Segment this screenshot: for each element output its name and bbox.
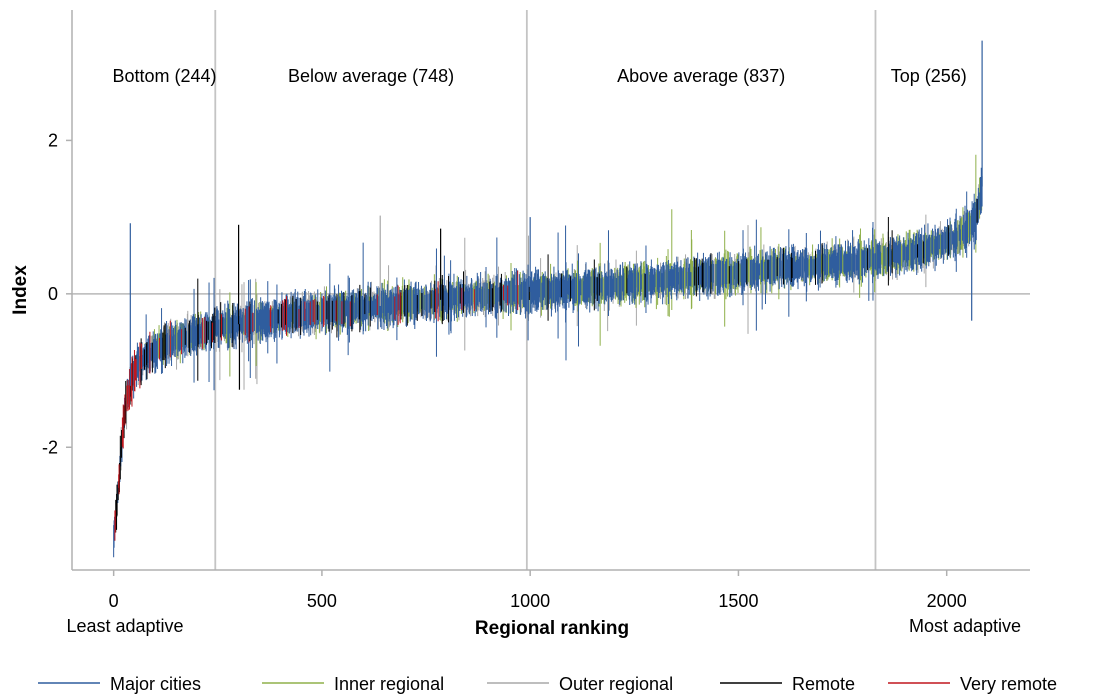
y-tick-label: 2 [48,130,58,150]
most-adaptive-label: Most adaptive [909,616,1021,636]
y-tick-label: -2 [42,437,58,457]
legend-label: Very remote [960,674,1057,694]
least-adaptive-label: Least adaptive [66,616,183,636]
series-very-remote [114,270,519,541]
legend: Major cities Inner regional Outer regional… [38,674,1057,694]
legend-label: Outer regional [559,674,673,694]
legend-label: Major cities [110,674,201,694]
series-major-cities [113,167,983,558]
axes [71,10,1030,571]
tick-labels: 0 500 1000 1500 2000 -2 0 2 [42,130,967,611]
region-label-1: Below average (748) [288,66,454,86]
region-label-3: Top (256) [891,66,967,86]
x-axis-title: Regional ranking [475,618,629,639]
y-tick-label: 0 [48,284,58,304]
series-outer-regional [115,184,980,521]
x-tick-label: 1000 [510,591,550,611]
x-tick-label: 0 [109,591,119,611]
region-label-0: Bottom (244) [112,66,216,86]
legend-label: Remote [792,674,855,694]
x-tick-label: 500 [307,591,337,611]
legend-label: Inner regional [334,674,444,694]
region-labels: Bottom (244) Below average (748) Above ave… [112,66,966,86]
region-label-2: Above average (837) [617,66,785,86]
series-spikes [113,40,983,558]
x-tick-label: 2000 [927,591,967,611]
x-tick-label: 1500 [718,591,758,611]
y-axis-title: Index [10,265,31,315]
